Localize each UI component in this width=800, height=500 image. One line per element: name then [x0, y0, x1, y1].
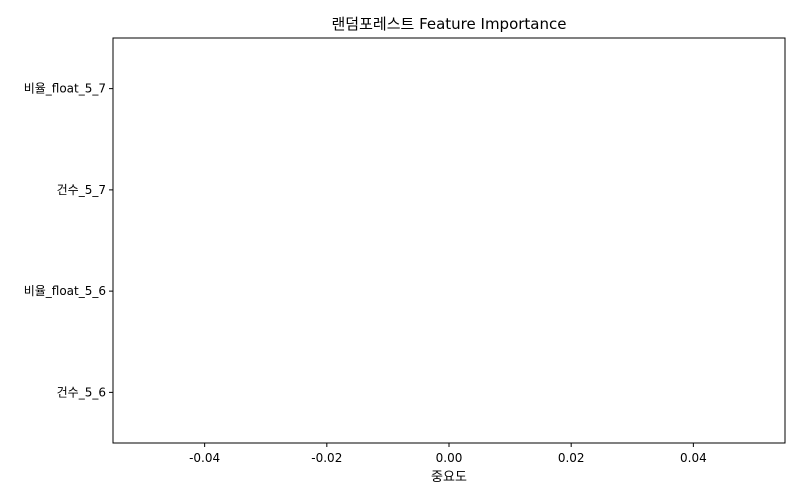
y-tick-label: 건수_5_6	[57, 385, 106, 399]
y-tick-label: 비율_float_5_7	[24, 82, 106, 96]
x-tick-label: -0.04	[189, 451, 220, 465]
plot-area-frame	[112, 37, 786, 444]
x-axis: -0.04 -0.02 0.00 0.02 0.04	[189, 443, 707, 465]
x-tick-label: 0.04	[680, 451, 707, 465]
y-tick-label: 비율_float_5_6	[24, 284, 106, 298]
chart-title: 랜덤포레스트 Feature Importance	[332, 15, 567, 33]
x-tick-label: 0.02	[558, 451, 585, 465]
x-tick-label: -0.02	[311, 451, 342, 465]
y-tick-label: 건수_5_7	[57, 183, 106, 197]
x-tick-label: 0.00	[436, 451, 463, 465]
x-axis-title: 중요도	[431, 470, 467, 485]
y-axis: 건수_5_6 비율_float_5_6 건수_5_7 비율_float_5_7	[24, 82, 113, 399]
